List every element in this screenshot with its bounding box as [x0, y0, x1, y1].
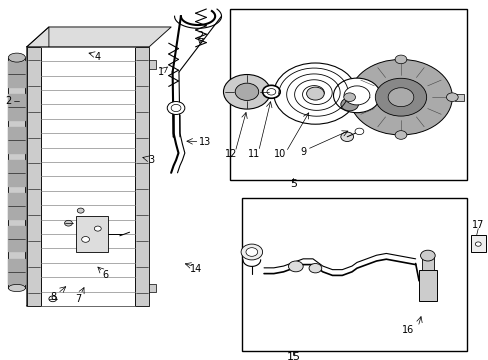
Text: 9: 9 [300, 147, 305, 157]
Bar [229, 9, 466, 180]
Text: 15: 15 [286, 352, 300, 360]
Text: 17: 17 [471, 220, 484, 230]
Circle shape [340, 98, 358, 111]
Circle shape [420, 250, 434, 261]
Text: 13: 13 [199, 137, 211, 147]
Circle shape [262, 85, 280, 98]
Bar [76, 216, 107, 252]
Text: 2: 2 [197, 31, 203, 41]
Circle shape [245, 248, 257, 256]
Circle shape [333, 78, 380, 113]
Circle shape [354, 128, 363, 135]
Text: 12: 12 [224, 149, 237, 159]
Circle shape [171, 104, 181, 112]
Bar [149, 60, 156, 69]
Bar [421, 256, 433, 270]
Circle shape [394, 55, 406, 64]
Circle shape [81, 237, 89, 242]
Bar [418, 270, 436, 301]
Text: 8: 8 [51, 292, 57, 302]
Polygon shape [27, 27, 49, 306]
Circle shape [306, 87, 324, 100]
Ellipse shape [8, 53, 25, 62]
Circle shape [394, 131, 406, 139]
Text: 4: 4 [95, 51, 101, 62]
Text: 1: 1 [158, 67, 164, 77]
Text: 6: 6 [102, 270, 108, 280]
Text: 5: 5 [289, 179, 296, 189]
Bar [41, 47, 135, 306]
Circle shape [340, 132, 353, 141]
Circle shape [273, 63, 356, 124]
Polygon shape [8, 61, 25, 87]
Bar [470, 235, 485, 252]
Circle shape [288, 261, 303, 272]
Circle shape [446, 93, 457, 102]
Polygon shape [27, 27, 171, 47]
Polygon shape [8, 94, 25, 120]
Circle shape [94, 226, 101, 231]
Text: 11: 11 [247, 149, 260, 159]
Circle shape [77, 208, 84, 213]
Polygon shape [8, 226, 25, 251]
Polygon shape [8, 259, 25, 284]
Circle shape [344, 86, 369, 105]
Bar [135, 47, 149, 306]
Circle shape [235, 83, 258, 100]
Circle shape [387, 88, 413, 107]
Bar [454, 94, 463, 101]
Circle shape [241, 244, 262, 260]
Circle shape [266, 89, 275, 95]
Polygon shape [8, 193, 25, 219]
Polygon shape [8, 127, 25, 153]
Text: 16: 16 [401, 325, 414, 336]
Circle shape [167, 102, 184, 114]
Ellipse shape [8, 284, 25, 292]
Ellipse shape [349, 59, 451, 135]
Circle shape [308, 264, 321, 273]
Text: 10: 10 [273, 149, 285, 159]
Circle shape [343, 93, 355, 102]
Bar [27, 47, 41, 306]
Circle shape [64, 220, 72, 226]
Circle shape [223, 75, 270, 109]
Polygon shape [8, 58, 25, 288]
Text: 7: 7 [75, 294, 81, 304]
Circle shape [474, 242, 480, 246]
Text: 3: 3 [148, 155, 154, 165]
Bar [242, 198, 466, 351]
Bar [149, 284, 156, 292]
Circle shape [49, 296, 57, 302]
Text: 14: 14 [189, 264, 202, 274]
Circle shape [374, 78, 426, 116]
Text: 2: 2 [6, 96, 12, 106]
Polygon shape [8, 160, 25, 186]
